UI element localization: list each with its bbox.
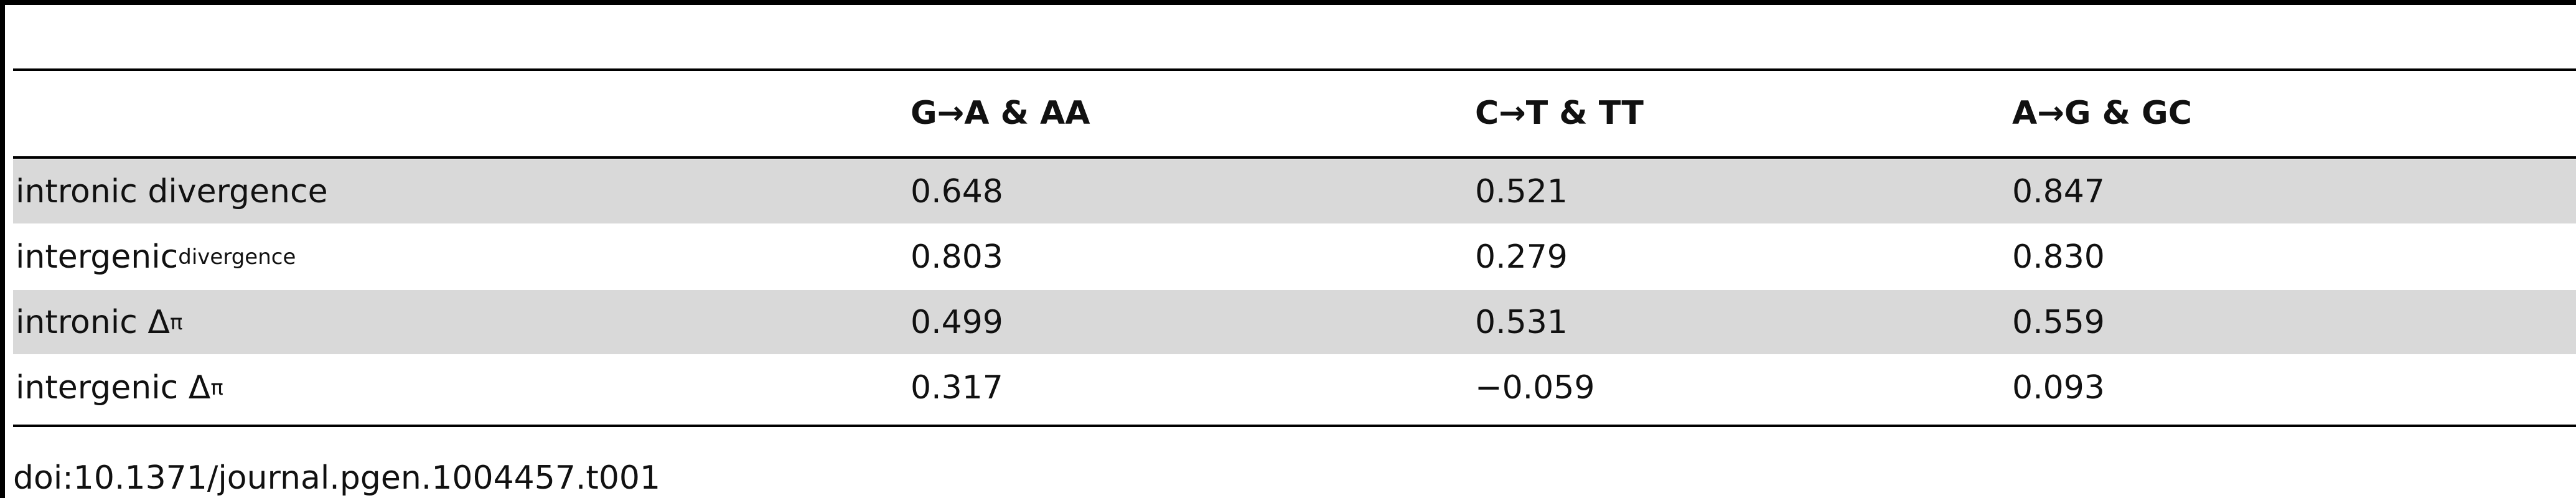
label-text: intronic divergence <box>16 172 328 210</box>
value-cell: −0.059 <box>1475 369 1595 406</box>
doi: doi:10.1371/journal.pgen.1004457.t001 <box>13 459 661 497</box>
top-rule <box>0 0 2576 5</box>
header-cell: C→T & TT <box>1475 94 1644 132</box>
value-cell: 0.531 <box>1475 303 1568 341</box>
label-subscript: π <box>169 309 183 335</box>
header-cell: A→G & GC <box>2012 94 2192 132</box>
value-cell: 0.499 <box>911 303 1003 341</box>
label-text: intergenic Δ <box>16 369 211 406</box>
value-cell: 0.317 <box>911 369 1003 406</box>
value-cell: 0.559 <box>2012 303 2105 341</box>
header-cell: G→A & AA <box>911 94 1090 132</box>
value-cell: 0.279 <box>1475 238 1568 276</box>
table-row: intergenic divergence 0.803 0.279 0.830 <box>13 225 2576 289</box>
value-cell: 0.830 <box>2012 238 2105 276</box>
table-bottom-rule <box>13 425 2576 427</box>
row-label: intronic divergence <box>16 159 328 223</box>
value-cell: 0.847 <box>2012 172 2105 210</box>
table-row: intronic divergence 0.648 0.521 0.847 <box>13 159 2576 223</box>
left-border <box>0 0 5 498</box>
label-superscript: divergence <box>178 244 296 270</box>
value-cell: 0.803 <box>911 238 1003 276</box>
label-text: intronic Δ <box>16 303 170 341</box>
header-top-rule <box>13 68 2576 71</box>
label-subscript: π <box>210 375 223 400</box>
label-text: intergenic <box>16 238 179 276</box>
header-row: G→A & AA C→T & TT A→G & GC <box>13 81 2576 145</box>
value-cell: 0.093 <box>2012 369 2105 406</box>
row-label: intergenic divergence <box>16 225 296 289</box>
header-bottom-rule <box>13 156 2576 159</box>
value-cell: 0.521 <box>1475 172 1568 210</box>
value-cell: 0.648 <box>911 172 1003 210</box>
